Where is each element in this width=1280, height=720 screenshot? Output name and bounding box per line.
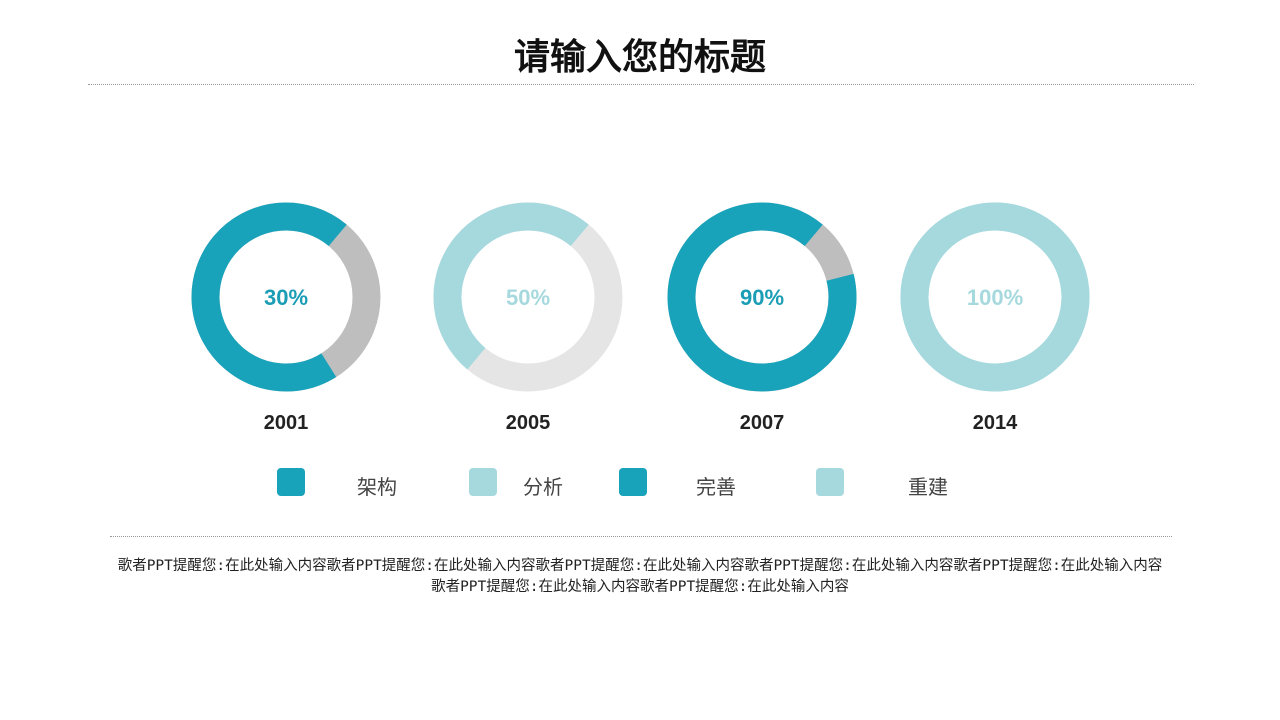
- donut-segment: [900, 202, 1090, 392]
- legend-swatch: [469, 468, 497, 496]
- legend-swatch: [816, 468, 844, 496]
- donut-year-label: 2014: [973, 412, 1018, 434]
- legend-label: 分析: [523, 475, 563, 499]
- title-divider: [88, 84, 1194, 85]
- page-title: 请输入您的标题: [513, 37, 766, 78]
- legend: 架构 分析 完善 重建: [0, 468, 1280, 500]
- legend-label: 重建: [908, 475, 948, 499]
- donut-2007: 90% 2007: [667, 202, 857, 434]
- donut-percent-label: 100%: [967, 285, 1023, 310]
- donut-percent-label: 50%: [506, 285, 550, 310]
- donut-percent-label: 90%: [740, 285, 784, 310]
- donut-percent-label: 30%: [264, 285, 308, 310]
- body-text: 歌者PPT提醒您:在此处输入内容歌者PPT提醒您:在此处输入内容歌者PPT提醒您…: [117, 558, 1163, 595]
- legend-label: 完善: [696, 475, 736, 499]
- donut-charts: 30% 2001 50% 2005 90% 2007 100% 2014: [191, 202, 1090, 434]
- donut-segment: [667, 202, 857, 392]
- legend-swatch: [619, 468, 647, 496]
- donut-segment: [433, 202, 623, 392]
- donut-2005: 50% 2005: [433, 202, 623, 434]
- donut-year-label: 2001: [264, 412, 309, 434]
- donut-year-label: 2007: [740, 412, 785, 434]
- donut-2014: 100% 2014: [900, 202, 1090, 434]
- legend-swatch: [277, 468, 305, 496]
- content-divider: [110, 536, 1172, 537]
- legend-label: 架构: [357, 475, 397, 499]
- donut-year-label: 2005: [506, 412, 551, 434]
- donut-2001: 30% 2001: [191, 202, 381, 434]
